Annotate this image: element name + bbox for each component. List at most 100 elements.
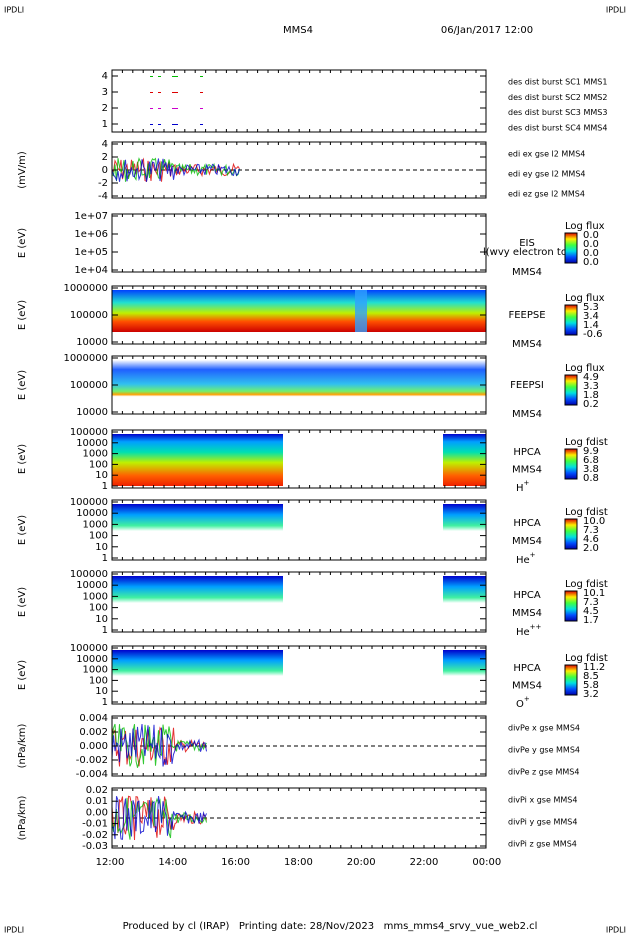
y-tick-label: 4 xyxy=(102,139,108,150)
y-tick-label: 1 xyxy=(102,119,108,130)
y-tick-label: 2 xyxy=(102,152,108,163)
colorbar-label: 1.4 xyxy=(583,320,599,331)
spectrogram xyxy=(443,504,486,558)
instrument-label: MMS4 xyxy=(512,680,542,691)
y-tick-label: 100 xyxy=(89,675,108,686)
y-tick-label: 10000 xyxy=(76,654,108,665)
colorbar-title: Log flux xyxy=(565,221,605,232)
spectrogram xyxy=(112,360,486,408)
colorbar-label: -0.6 xyxy=(583,329,603,340)
legend-label: divPe z gse MMS4 xyxy=(508,768,579,777)
trace xyxy=(111,796,207,840)
y-tick-label: 1e+05 xyxy=(74,247,108,258)
y-tick-label: 100000 xyxy=(70,569,108,580)
colorbar-label: 0.0 xyxy=(583,257,599,268)
corner-label: IPDLI xyxy=(4,6,24,15)
y-tick-label: 0 xyxy=(102,165,108,176)
y-tick-label: -0.03 xyxy=(82,841,108,852)
corner-label: IPDLI xyxy=(4,926,24,935)
species-label: He++ xyxy=(516,623,542,638)
y-tick-label: 100 xyxy=(89,603,108,614)
burst-mark xyxy=(200,92,203,93)
colorbar xyxy=(564,518,578,550)
legend-label: divPi z gse MMS4 xyxy=(508,840,577,849)
colorbar-title: Log fdist xyxy=(565,579,608,590)
colorbar-label: 4.6 xyxy=(583,534,599,545)
colorbar xyxy=(564,664,578,696)
colorbar-label: 5.3 xyxy=(583,302,599,313)
y-tick-label: 1e+04 xyxy=(74,265,108,276)
colorbar-label: 7.3 xyxy=(583,597,599,608)
y-tick-label: 1000000 xyxy=(63,353,108,364)
instrument-label: MMS4 xyxy=(512,464,542,475)
spectrogram xyxy=(112,290,486,332)
burst-mark xyxy=(175,76,178,77)
colorbar-label: 0.2 xyxy=(583,399,599,410)
spectrogram xyxy=(112,504,283,558)
colorbar-label: 9.9 xyxy=(583,446,599,457)
panel-frame xyxy=(111,69,487,133)
colorbar-label: 11.2 xyxy=(583,662,605,673)
instrument-label: FEEPSE xyxy=(508,310,545,321)
y-axis-label: E (eV) xyxy=(17,300,28,330)
y-tick-label: 1000 xyxy=(83,519,108,530)
y-tick-label: 3 xyxy=(102,87,108,98)
burst-mark xyxy=(150,76,153,77)
y-tick-label: 10 xyxy=(95,686,108,697)
spectrogram xyxy=(443,576,486,630)
y-tick-label: 1 xyxy=(102,625,108,636)
burst-mark xyxy=(200,76,203,77)
colorbar-label: 8.5 xyxy=(583,671,599,682)
colorbar-label: 3.4 xyxy=(583,311,599,322)
colorbar xyxy=(564,590,578,622)
instrument-label: EIS xyxy=(519,238,535,249)
species-charge: + xyxy=(524,479,530,487)
instrument-label: MMS4 xyxy=(512,267,542,278)
y-axis-label: (mV/m) xyxy=(17,151,28,189)
y-tick-label: 10000 xyxy=(76,337,108,348)
corner-label: IPDLI xyxy=(606,926,626,935)
y-tick-label: -0.02 xyxy=(82,830,108,841)
instrument-label: MMS4 xyxy=(512,339,542,350)
colorbar xyxy=(564,304,578,336)
y-tick-label: 10 xyxy=(95,542,108,553)
y-tick-label: 1000 xyxy=(83,591,108,602)
colorbar-label: 0.8 xyxy=(583,473,599,484)
colorbar-label: 0.0 xyxy=(583,248,599,259)
y-tick-label: -0.004 xyxy=(76,769,108,780)
y-tick-label: 0.00 xyxy=(86,807,108,818)
spectrogram xyxy=(112,434,283,486)
y-tick-label: 100000 xyxy=(70,380,108,391)
legend-label: edi ey gse l2 MMS4 xyxy=(508,170,586,179)
colorbar-title: Log fdist xyxy=(565,653,608,664)
spectrogram xyxy=(112,650,283,702)
spectrogram xyxy=(443,650,486,702)
burst-mark xyxy=(172,108,175,109)
burst-mark xyxy=(150,124,153,125)
y-tick-label: 2 xyxy=(102,103,108,114)
y-tick-label: 1 xyxy=(102,553,108,564)
legend-label: divPe x gse MMS4 xyxy=(508,724,580,733)
y-tick-label: -0.002 xyxy=(76,755,108,766)
y-tick-label: 1000 xyxy=(83,665,108,676)
y-tick-label: 0.002 xyxy=(79,727,108,738)
colorbar-label: 1.8 xyxy=(583,390,599,401)
species-label: O+ xyxy=(516,695,530,710)
y-tick-label: 1000 xyxy=(83,449,108,460)
burst-mark xyxy=(158,108,161,109)
burst-mark xyxy=(158,92,161,93)
y-tick-label: 100 xyxy=(89,459,108,470)
colorbar-title: Log flux xyxy=(565,293,605,304)
colorbar xyxy=(564,448,578,480)
y-tick-label: 1 xyxy=(102,481,108,492)
burst-mark xyxy=(172,124,175,125)
colorbar-label: 10.0 xyxy=(583,516,605,527)
y-tick-label: 0.000 xyxy=(79,741,108,752)
colorbar-label: 0.0 xyxy=(583,239,599,250)
spectrogram xyxy=(443,434,486,486)
spectrogram-gap xyxy=(355,290,367,332)
y-axis-label: E (eV) xyxy=(17,444,28,474)
instrument-label: HPCA xyxy=(513,518,541,529)
y-tick-label: 10000 xyxy=(76,580,108,591)
date: 06/Jan/2017 12:00 xyxy=(441,25,533,36)
